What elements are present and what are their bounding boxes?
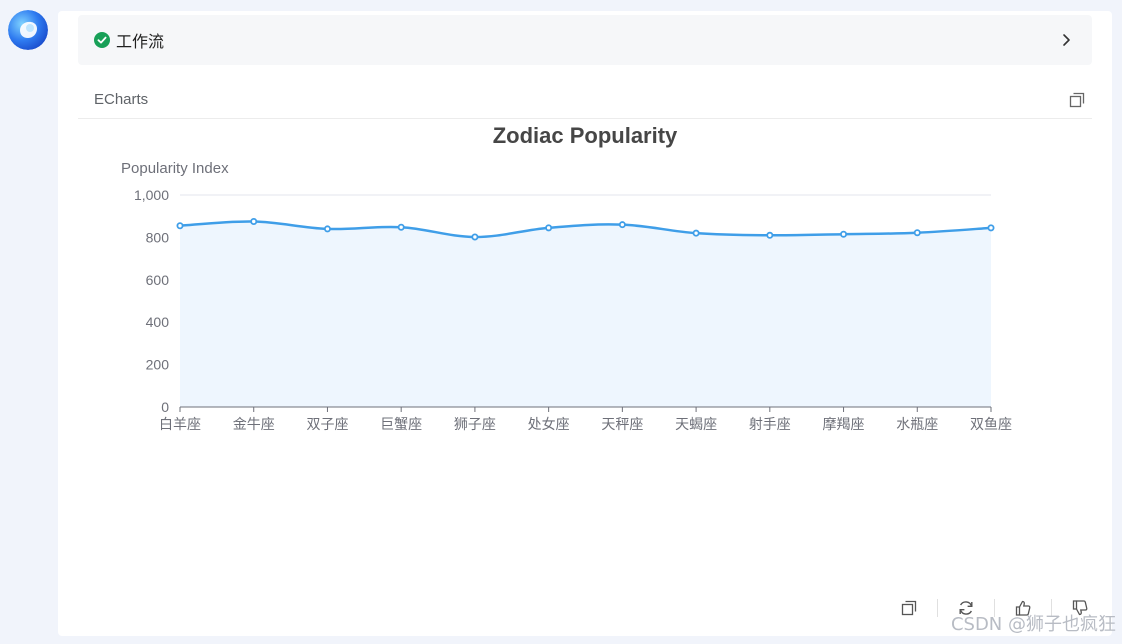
y-tick-label: 200 xyxy=(146,357,170,373)
watermark: CSDN @狮子也疯狂 xyxy=(950,614,1116,635)
data-point xyxy=(471,233,479,241)
chart-panel-header: ECharts xyxy=(78,81,1092,119)
x-tick-label: 天秤座 xyxy=(601,416,643,432)
x-tick-label: 白羊座 xyxy=(159,416,201,432)
regenerate-button[interactable] xyxy=(956,598,976,618)
x-tick-label: 双子座 xyxy=(306,416,348,432)
y-tick-label: 400 xyxy=(146,314,170,330)
copy-button[interactable] xyxy=(899,598,919,618)
check-circle-icon xyxy=(94,32,110,48)
divider xyxy=(937,599,938,617)
zodiac-popularity-chart: Zodiac Popularity Popularity Index 0 200 4… xyxy=(121,123,1012,432)
data-point xyxy=(692,229,700,237)
series-points xyxy=(176,217,995,241)
y-tick-label: 600 xyxy=(146,272,170,288)
copy-icon xyxy=(901,600,917,616)
workflow-title: 工作流 xyxy=(116,34,165,51)
data-point xyxy=(397,223,405,231)
x-tick-label: 双鱼座 xyxy=(970,416,1012,432)
data-point xyxy=(987,224,995,232)
series-line xyxy=(179,220,992,239)
x-tick-label: 天蝎座 xyxy=(675,416,717,432)
refresh-icon xyxy=(959,601,973,615)
data-point xyxy=(323,225,331,233)
data-point xyxy=(618,221,626,229)
series-area xyxy=(180,221,991,407)
data-point xyxy=(766,231,774,239)
data-point xyxy=(250,217,258,225)
chart-panel-label: ECharts xyxy=(94,91,149,108)
message-card: 工作流 ECharts Zodiac Popularity Popularity… xyxy=(58,11,1112,636)
workflow-panel[interactable]: 工作流 xyxy=(78,15,1092,65)
data-point xyxy=(176,222,184,230)
dislike-button[interactable] xyxy=(1070,598,1090,618)
assistant-avatar xyxy=(8,10,48,50)
x-tick-label: 射手座 xyxy=(749,416,791,432)
y-axis-label: Popularity Index xyxy=(121,160,229,177)
x-tick-label: 处女座 xyxy=(528,416,570,432)
data-point xyxy=(913,229,921,237)
data-point xyxy=(545,224,553,232)
data-point xyxy=(840,230,848,238)
x-tick-label: 巨蟹座 xyxy=(380,416,422,432)
copy-icon[interactable] xyxy=(1068,91,1086,109)
x-tick-label: 水瓶座 xyxy=(896,416,938,432)
x-tick-label: 狮子座 xyxy=(454,416,496,432)
like-button[interactable] xyxy=(1013,598,1033,618)
thumbs-down-icon xyxy=(1072,600,1088,616)
divider xyxy=(1051,599,1052,617)
y-tick-label: 0 xyxy=(161,399,169,415)
x-tick-label: 摩羯座 xyxy=(823,416,865,432)
divider xyxy=(994,599,995,617)
thumbs-up-icon xyxy=(1015,600,1031,616)
chart-title: Zodiac Popularity xyxy=(493,123,678,148)
message-actions xyxy=(899,598,1090,618)
y-tick-label: 800 xyxy=(146,229,170,245)
x-tick-label: 金牛座 xyxy=(233,416,275,432)
x-axis-ticks: 白羊座 金牛座 双子座 巨蟹座 狮子座 处女座 天秤座 天蝎座 射手座 摩羯座 水瓶座 双鱼座 xyxy=(159,407,1012,432)
y-axis-ticks: 0 200 400 600 800 1,000 xyxy=(134,187,169,415)
chevron-right-icon[interactable] xyxy=(1058,32,1074,48)
y-tick-label: 1,000 xyxy=(134,187,169,203)
